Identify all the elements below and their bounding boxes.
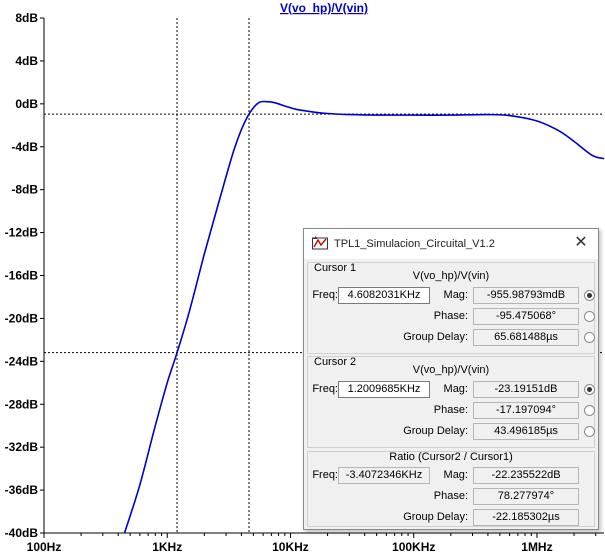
cursor1-mag-field: -955.98793mdB (473, 287, 579, 304)
x-tick-label: 100Hz (27, 540, 62, 554)
x-tick-label: 1KHz (152, 540, 182, 554)
cursor2-phase-field: -17.197094° (473, 402, 579, 419)
y-tick-label: -28dB (5, 397, 39, 411)
cursor1-mag-label: Mag: (443, 289, 468, 301)
cursor1-expression: V(vo_hp)/V(vin) (412, 270, 490, 282)
app-icon (312, 236, 328, 250)
cursor1-mag-radio[interactable] (584, 290, 595, 301)
ratio-freq-label: Freq: (312, 469, 338, 481)
y-tick-label: -12dB (5, 226, 39, 240)
cursor2-phase-label: Phase: (433, 404, 468, 416)
ratio-mag-label: Mag: (443, 469, 468, 481)
cursor1-label: Cursor 1 (314, 262, 357, 274)
ratio-gd-field: -22.185302µs (473, 509, 579, 526)
cursor1-freq-label: Freq: (312, 289, 338, 301)
cursor2-mag-label: Mag: (443, 383, 468, 395)
y-tick-label: 4dB (15, 54, 38, 68)
cursor2-group: Cursor 2 V(vo_hp)/V(vin) Freq: 1.2009685… (307, 356, 595, 448)
cursor1-gd-label: Group Delay: (403, 331, 468, 343)
y-tick-label: -36dB (5, 483, 39, 497)
ratio-group: Ratio (Cursor2 / Cursor1) Freq: -3.40723… (307, 451, 595, 527)
close-button[interactable]: ✕ (574, 234, 588, 251)
y-tick-label: -8dB (11, 183, 38, 197)
ratio-phase-field: 78.277974° (473, 488, 579, 505)
ratio-phase-label: Phase: (433, 490, 468, 502)
ratio-gd-label: Group Delay: (403, 511, 468, 523)
cursor1-phase-label: Phase: (433, 310, 468, 322)
cursor1-gd-radio[interactable] (584, 332, 595, 343)
y-axis-ticks: 8dB 4dB 0dB -4dB -8dB -12dB -16dB -20dB -24dB -28… (5, 11, 44, 540)
ratio-mag-field: -22.235522dB (473, 467, 579, 484)
x-tick-label: 1MHz (521, 540, 552, 554)
cursor-window[interactable]: TPL1_Simulacion_Circuital_V1.2 ✕ Cursor … (303, 228, 599, 530)
cursor2-freq-field[interactable]: 1.2009685KHz (338, 381, 430, 398)
cursor1-gd-field: 65.681488µs (473, 329, 579, 346)
y-tick-label: -20dB (5, 311, 39, 325)
x-tick-label: 10KHz (272, 540, 309, 554)
cursor2-gd-label: Group Delay: (403, 425, 468, 437)
cursor2-label: Cursor 2 (314, 356, 357, 368)
y-tick-label: -32dB (5, 440, 39, 454)
cursor2-gd-field: 43.496185µs (473, 423, 579, 440)
window-titlebar[interactable]: TPL1_Simulacion_Circuital_V1.2 ✕ (304, 229, 598, 259)
cursor2-mag-field: -23.19151dB (473, 381, 579, 398)
cursor2-mag-radio[interactable] (584, 384, 595, 395)
y-tick-label: -16dB (5, 269, 39, 283)
y-tick-label: 0dB (15, 97, 38, 111)
series-line-magnitude (123, 100, 605, 534)
cursor2-gd-radio[interactable] (584, 426, 595, 437)
cursor2-expression: V(vo_hp)/V(vin) (412, 364, 490, 376)
cursor1-freq-field[interactable]: 4.6082031KHz (338, 287, 430, 304)
cursor2-freq-label: Freq: (312, 383, 338, 395)
x-axis-ticks: 100Hz 1KHz 10KHz 100KHz 1MHz (27, 533, 597, 554)
chart-title[interactable]: V(vo_hp)/V(vin) (280, 1, 368, 15)
cursor2-phase-radio[interactable] (584, 405, 595, 416)
y-tick-label: -24dB (5, 354, 39, 368)
x-tick-label: 100KHz (392, 540, 435, 554)
y-tick-label: -4dB (11, 140, 38, 154)
cursor1-group: Cursor 1 V(vo_hp)/V(vin) Freq: 4.6082031… (307, 262, 595, 354)
y-tick-label: -40dB (5, 526, 39, 540)
ratio-label: Ratio (Cursor2 / Cursor1) (389, 451, 513, 463)
window-title: TPL1_Simulacion_Circuital_V1.2 (334, 238, 495, 250)
ratio-freq-field: -3.4072346KHz (338, 467, 430, 484)
y-tick-label: 8dB (15, 11, 38, 25)
cursor1-phase-radio[interactable] (584, 311, 595, 322)
cursor1-phase-field: -95.475068° (473, 308, 579, 325)
